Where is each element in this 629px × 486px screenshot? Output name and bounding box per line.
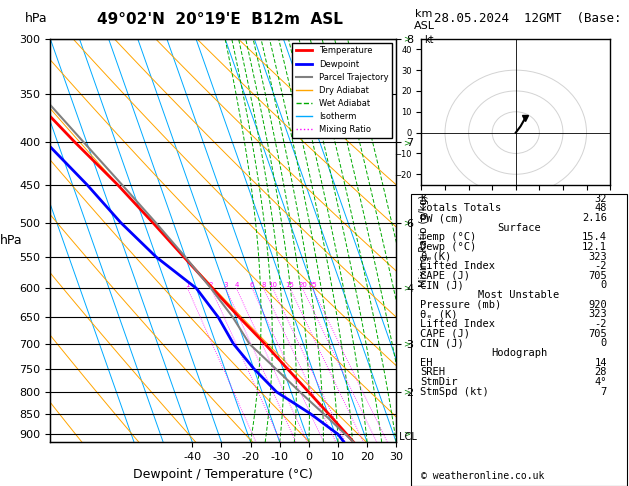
Text: 8: 8 xyxy=(262,282,266,288)
Text: 323: 323 xyxy=(588,310,607,319)
Text: >: > xyxy=(403,339,410,348)
Text: hPa: hPa xyxy=(0,234,23,247)
Text: EH: EH xyxy=(420,358,432,367)
Text: 15: 15 xyxy=(286,282,294,288)
Text: 0: 0 xyxy=(601,338,607,348)
Text: Surface: Surface xyxy=(497,223,541,233)
Text: 4: 4 xyxy=(234,282,238,288)
Text: 14: 14 xyxy=(594,358,607,367)
Text: Most Unstable: Most Unstable xyxy=(478,290,560,300)
Legend: Temperature, Dewpoint, Parcel Trajectory, Dry Adiabat, Wet Adiabat, Isotherm, Mi: Temperature, Dewpoint, Parcel Trajectory… xyxy=(292,43,392,138)
Text: >: > xyxy=(403,218,410,227)
Text: Lifted Index: Lifted Index xyxy=(420,261,495,271)
Text: 4°: 4° xyxy=(594,377,607,387)
Text: Temp (°C): Temp (°C) xyxy=(420,232,476,243)
Text: 48: 48 xyxy=(594,203,607,213)
Text: K: K xyxy=(420,194,426,204)
Text: CIN (J): CIN (J) xyxy=(420,280,464,291)
Text: Dewp (°C): Dewp (°C) xyxy=(420,242,476,252)
Text: 20: 20 xyxy=(298,282,307,288)
Text: >: > xyxy=(403,430,410,439)
Text: 12.1: 12.1 xyxy=(582,242,607,252)
X-axis label: Dewpoint / Temperature (°C): Dewpoint / Temperature (°C) xyxy=(133,468,313,481)
Text: 28: 28 xyxy=(594,367,607,377)
Text: 10: 10 xyxy=(269,282,277,288)
Text: 705: 705 xyxy=(588,271,607,281)
Text: LCL: LCL xyxy=(396,432,417,442)
Text: 49°02'N  20°19'E  B12m  ASL: 49°02'N 20°19'E B12m ASL xyxy=(97,12,343,27)
Text: Totals Totals: Totals Totals xyxy=(420,203,501,213)
Text: 920: 920 xyxy=(588,300,607,310)
Text: 2: 2 xyxy=(209,282,213,288)
Y-axis label: Mixing Ratio (g/kg): Mixing Ratio (g/kg) xyxy=(419,194,429,287)
Text: 25: 25 xyxy=(308,282,317,288)
Text: 1: 1 xyxy=(186,282,190,288)
Text: θₑ (K): θₑ (K) xyxy=(420,310,457,319)
Text: StmSpd (kt): StmSpd (kt) xyxy=(420,386,489,397)
Text: 3: 3 xyxy=(223,282,228,288)
Text: CAPE (J): CAPE (J) xyxy=(420,329,470,339)
Text: 32: 32 xyxy=(594,194,607,204)
Text: CAPE (J): CAPE (J) xyxy=(420,271,470,281)
Text: © weatheronline.co.uk: © weatheronline.co.uk xyxy=(421,471,545,481)
Text: Lifted Index: Lifted Index xyxy=(420,319,495,329)
Text: Pressure (mb): Pressure (mb) xyxy=(420,300,501,310)
Text: 323: 323 xyxy=(588,252,607,261)
Text: >: > xyxy=(403,387,410,397)
Text: CIN (J): CIN (J) xyxy=(420,338,464,348)
Text: -2: -2 xyxy=(594,319,607,329)
Text: 15.4: 15.4 xyxy=(582,232,607,243)
Text: >: > xyxy=(403,284,410,293)
Text: 705: 705 xyxy=(588,329,607,339)
Text: 6: 6 xyxy=(250,282,254,288)
Text: >: > xyxy=(403,138,410,147)
Text: -2: -2 xyxy=(594,261,607,271)
Text: 0: 0 xyxy=(601,280,607,291)
FancyBboxPatch shape xyxy=(411,194,626,486)
Text: hPa: hPa xyxy=(25,12,48,25)
Text: 7: 7 xyxy=(601,386,607,397)
Text: 2.16: 2.16 xyxy=(582,213,607,223)
Text: km
ASL: km ASL xyxy=(413,9,435,31)
Text: 28.05.2024  12GMT  (Base: 00): 28.05.2024 12GMT (Base: 00) xyxy=(434,12,629,25)
Text: SREH: SREH xyxy=(420,367,445,377)
Text: PW (cm): PW (cm) xyxy=(420,213,464,223)
Text: θₑ(K): θₑ(K) xyxy=(420,252,451,261)
Text: >: > xyxy=(403,35,410,43)
Text: Hodograph: Hodograph xyxy=(491,348,547,358)
Text: StmDir: StmDir xyxy=(420,377,457,387)
Text: kt: kt xyxy=(424,35,433,45)
